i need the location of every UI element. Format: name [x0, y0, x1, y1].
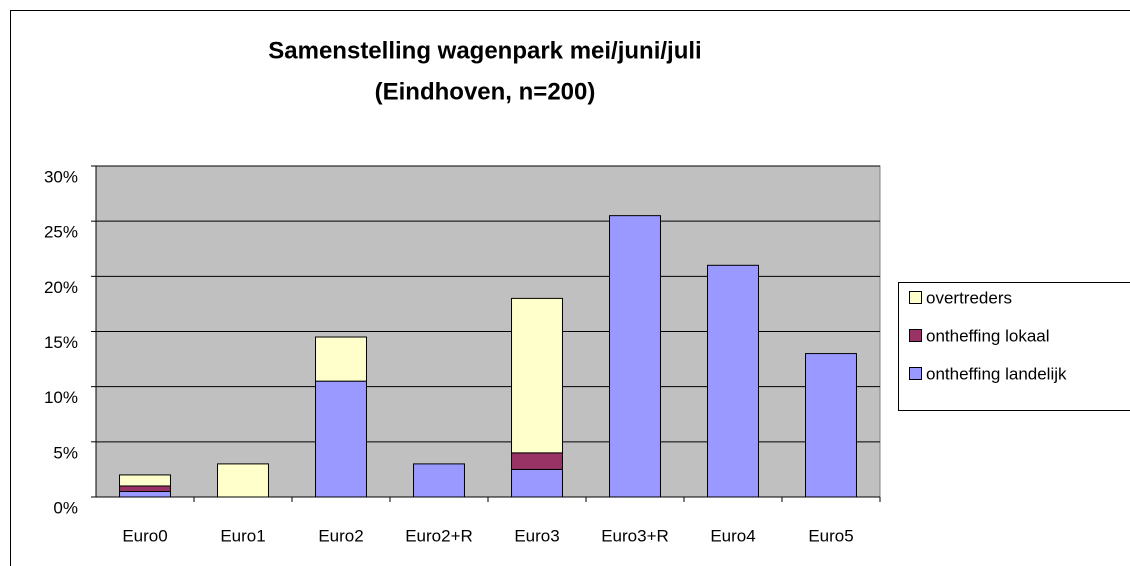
y-tick-label: 0% — [53, 498, 78, 517]
x-tick-label: Euro2 — [318, 526, 363, 545]
legend-box — [898, 282, 1130, 411]
y-tick-label: 10% — [44, 388, 78, 407]
legend-swatch — [909, 291, 922, 304]
legend-label: overtreders — [926, 288, 1012, 307]
bar-segment — [119, 474, 171, 487]
x-tick-label: Euro2+R — [405, 526, 473, 545]
bar-segment — [511, 297, 563, 454]
y-tick-label: 5% — [53, 443, 78, 462]
bar-segment — [707, 264, 759, 498]
bar-segment — [315, 336, 367, 382]
bar-segment — [511, 452, 563, 470]
x-tick-label: Euro5 — [808, 526, 853, 545]
bar-segment — [119, 485, 171, 492]
bar-segment — [217, 463, 269, 498]
legend-swatch — [909, 367, 922, 380]
x-tick-label: Euro4 — [710, 526, 755, 545]
legend-label: ontheffing landelijk — [926, 364, 1067, 383]
x-tick-label: Euro1 — [220, 526, 265, 545]
bar-segment — [119, 490, 171, 498]
bar-segment — [413, 463, 465, 498]
y-tick-label: 25% — [44, 223, 78, 242]
legend-label: ontheffing lokaal — [926, 326, 1050, 345]
x-tick-label: Euro0 — [122, 526, 167, 545]
bar-segment — [511, 468, 563, 498]
legend-swatch — [909, 329, 922, 342]
bar-segment — [609, 215, 661, 498]
x-tick-label: Euro3+R — [601, 526, 669, 545]
y-tick-label: 15% — [44, 333, 78, 352]
x-tick-label: Euro3 — [514, 526, 559, 545]
chart-title: Samenstelling wagenpark mei/juni/juli — [268, 37, 701, 64]
bar-segment — [315, 380, 367, 498]
chart-title: (Eindhoven, n=200) — [375, 78, 596, 105]
y-tick-label: 20% — [44, 278, 78, 297]
bar-segment — [805, 353, 857, 498]
y-tick-label: 30% — [44, 167, 78, 186]
